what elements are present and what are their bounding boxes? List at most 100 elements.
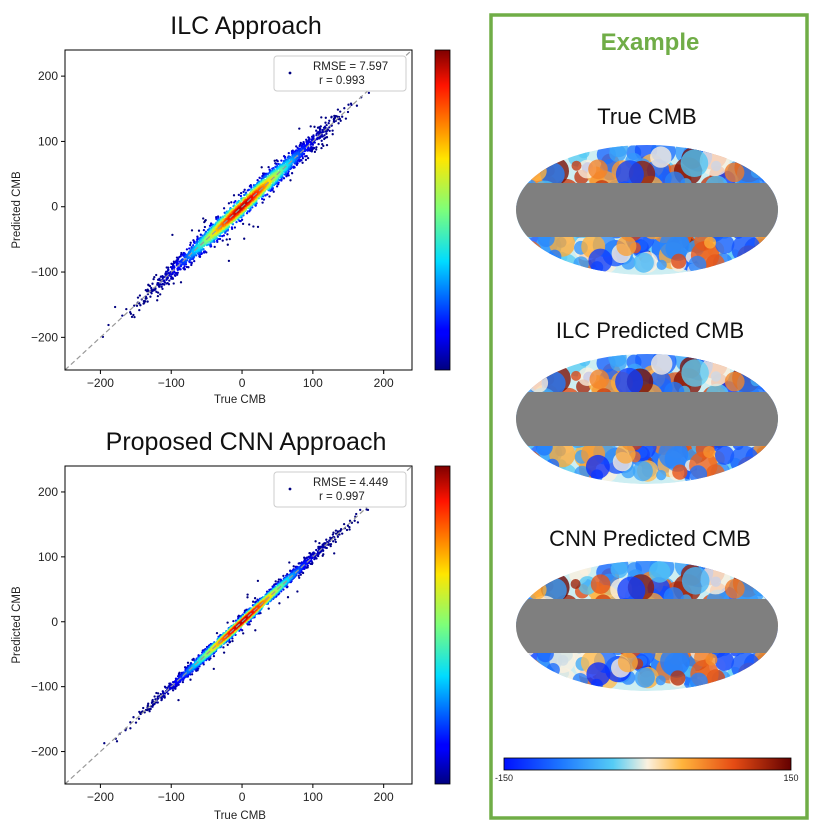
scatter-point (337, 122, 339, 124)
scatter-point (317, 143, 319, 145)
scatter-point (226, 238, 228, 240)
scatter-point (233, 194, 235, 196)
legend-marker (289, 72, 292, 75)
scatter-point (325, 124, 327, 126)
scatter-point (322, 553, 324, 555)
scatter-point (138, 309, 140, 311)
scatter-point (298, 127, 300, 129)
scatter-point (335, 541, 337, 543)
scatter-point (335, 529, 337, 531)
scatter-point (203, 250, 205, 252)
scatter-point (343, 107, 345, 109)
scatter-point (304, 155, 306, 157)
scatter-point (332, 533, 334, 535)
scatter-point (368, 92, 370, 94)
scatter-point (315, 148, 317, 150)
scatter-point (240, 195, 242, 197)
scatter-point (180, 255, 182, 257)
scatter-point (347, 111, 349, 113)
scatter-point (198, 255, 200, 257)
scatter-point (323, 138, 325, 140)
scatter-point (315, 130, 317, 132)
scatter-point (243, 238, 245, 240)
scatter-point (248, 223, 250, 225)
scatter-point (320, 125, 322, 127)
scatter-point (203, 221, 205, 223)
scatter-point (325, 539, 327, 541)
scatter-point (142, 707, 144, 709)
y-tick-label: 0 (51, 200, 58, 214)
scatter-point (131, 316, 133, 318)
scatter-point (267, 166, 269, 168)
scatter-point (337, 108, 339, 110)
scatter-point (280, 159, 282, 161)
scatter-point (328, 126, 330, 128)
scatter-point (309, 141, 311, 143)
scatter-point (190, 242, 192, 244)
x-tick-label: 200 (374, 376, 394, 390)
scatter-point (103, 742, 105, 744)
scatter-point (314, 540, 316, 542)
scatter-point (114, 306, 116, 308)
scatter-point (153, 695, 155, 697)
scatter-point (227, 244, 229, 246)
scatter-point (191, 229, 193, 231)
scatter-point (222, 646, 224, 648)
scatter-point (138, 718, 140, 720)
scatter-point (282, 575, 284, 577)
scatter-point (234, 226, 236, 228)
scatter-point (133, 316, 135, 318)
scatter-point (232, 620, 234, 622)
scatter-point (264, 194, 266, 196)
scatter-point (289, 179, 291, 181)
scatter-point (209, 225, 211, 227)
scatter-point (261, 166, 263, 168)
scatter-point (307, 157, 309, 159)
scatter-point (313, 126, 315, 128)
scatter-point (242, 632, 244, 634)
scatter-point (222, 239, 224, 241)
scatter-point (315, 134, 317, 136)
scatter-point (238, 194, 240, 196)
scatter-point (137, 296, 139, 298)
scatter-point (341, 532, 343, 534)
scatter-point (244, 189, 246, 191)
scatter-point (314, 151, 316, 153)
scatter-point (278, 602, 280, 604)
scatter-point (254, 597, 256, 599)
legend-r: r = 0.993 (319, 75, 365, 87)
scatter-point (156, 299, 158, 301)
scatter-point (231, 640, 233, 642)
scatter-point (202, 217, 204, 219)
scatter-point (275, 163, 277, 165)
scatter-point (183, 265, 185, 267)
scatter-point (223, 651, 225, 653)
scatter-point (143, 300, 145, 302)
scatter-point (161, 288, 163, 290)
scatter-point (325, 133, 327, 135)
scatter-point (242, 223, 244, 225)
chart-title: Proposed CNN Approach (106, 428, 387, 456)
scatter-point (188, 247, 190, 249)
scatter-point (339, 110, 341, 112)
scatter-point (310, 146, 312, 148)
scatter-point (149, 285, 151, 287)
scatter-point (216, 632, 218, 634)
x-tick-label: 100 (303, 376, 323, 390)
scatter-point (192, 244, 194, 246)
scatter-point (193, 242, 195, 244)
scatter-point (172, 689, 174, 691)
scatter-point (228, 260, 230, 262)
scatter-point (252, 225, 254, 227)
x-tick-label: −100 (158, 376, 185, 390)
scatter-point (252, 601, 254, 603)
scatter-point (359, 509, 361, 511)
scatter-point (333, 552, 335, 554)
scatter-point (287, 596, 289, 598)
scatter-point (356, 105, 358, 107)
scatter-point (248, 189, 250, 191)
chart-title: ILC Approach (170, 12, 322, 40)
scatter-point (133, 304, 135, 306)
